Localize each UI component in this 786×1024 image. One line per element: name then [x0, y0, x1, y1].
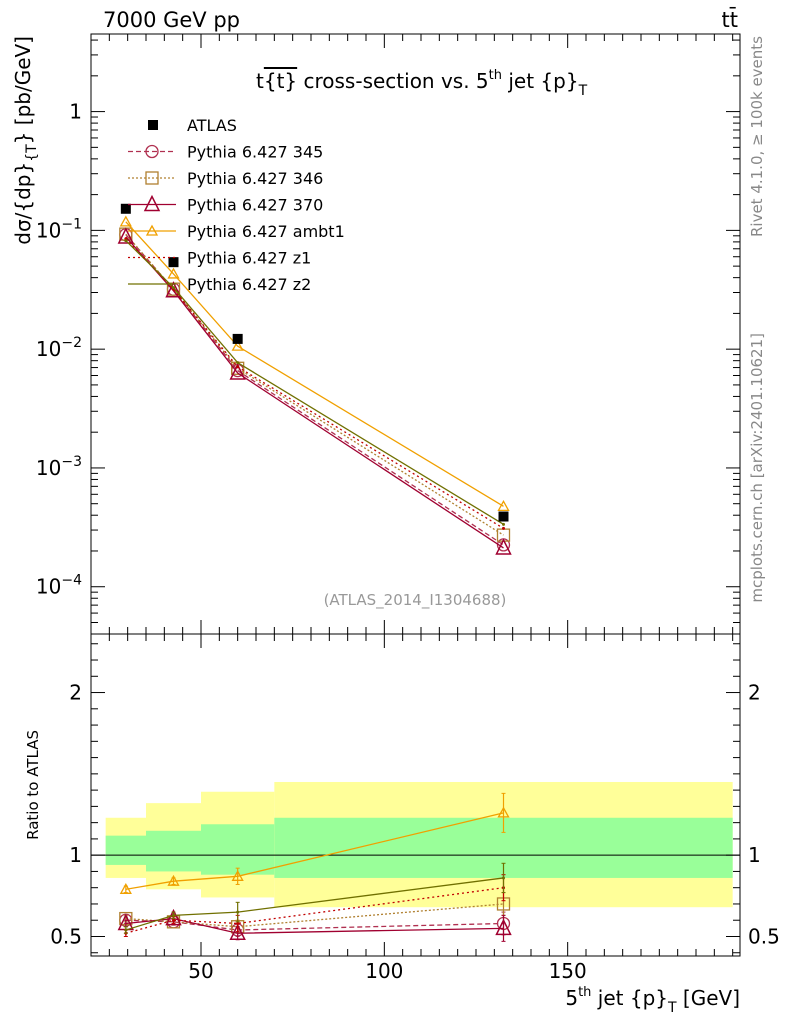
ratio-ylabel: Ratio to ATLAS	[24, 730, 42, 840]
main-ylabel: dσ/{dp}{T} [pb/GeV]	[11, 36, 40, 245]
marker-triangle-small	[497, 806, 510, 818]
main-series	[117, 215, 512, 555]
ratio-ytick-label-right: 1	[748, 843, 761, 867]
marker-dot	[172, 913, 175, 917]
marker-triangle-small	[497, 500, 510, 511]
main-axis-ticks	[90, 34, 740, 635]
legend-label-p345: Pythia 6.427 345	[187, 143, 323, 162]
series-line-ambt1	[125, 221, 504, 507]
ratio-line-ambt1	[125, 812, 504, 890]
legend: ATLAS Pythia 6.427 345 Pythia 6.427 346 Pyt…	[128, 116, 345, 294]
marker-dot	[172, 286, 175, 290]
series-line-z2	[125, 240, 504, 525]
legend-label-ambt1: Pythia 6.427 ambt1	[187, 222, 345, 241]
ratio-line-p345	[125, 919, 504, 931]
atlas-data-point	[168, 257, 179, 268]
ratio-ytick-label-right: 2	[748, 681, 761, 705]
marker-triangle	[165, 281, 182, 298]
marker-triangle	[143, 194, 161, 212]
atlas-data-point	[232, 333, 243, 344]
ratio-ytick-label: 0.5	[50, 924, 82, 948]
marker-triangle-small	[231, 869, 244, 881]
series-line-p345	[125, 234, 504, 546]
main-ytick-label: 1	[69, 100, 82, 124]
ratio-xtick-label: 100	[365, 959, 403, 983]
marker-triangle-small	[119, 215, 132, 227]
ratio-xtick-labels: 50 100 150	[188, 959, 586, 983]
marker-dot	[236, 361, 240, 365]
ratio-line-z2	[125, 877, 504, 931]
ratio-line-p346	[125, 903, 504, 928]
main-ytick-label: 10−3	[36, 454, 82, 480]
legend-label-z1: Pythia 6.427 z1	[187, 249, 311, 268]
chart-title: t{t} cross-section vs. 5th jet {p}T	[256, 68, 588, 99]
x-axis-label: 5th jet {p}T [GeV]	[565, 985, 740, 1016]
band-inner	[201, 824, 275, 875]
series-line-p346	[125, 233, 504, 536]
marker-triangle-small	[119, 882, 132, 894]
marker-dot	[236, 365, 240, 369]
ratio-panel: 2 2 1 1 0.5 0.5 50 100 150 Ratio to ATLAS 5th j…	[24, 633, 780, 1016]
marker-dot	[124, 239, 128, 243]
marker-triangle-small	[231, 339, 244, 351]
marker-dot	[502, 522, 505, 526]
marker-square	[145, 171, 159, 185]
analysis-label: (ATLAS_2014_I1304688)	[324, 591, 507, 610]
main-ytick-label: 10−1	[36, 216, 82, 242]
ratio-line-z1	[125, 887, 504, 934]
legend-label-atlas: ATLAS	[187, 116, 237, 135]
marker-triangle	[229, 363, 246, 380]
marker-dot	[124, 928, 128, 932]
marker-dot	[172, 918, 175, 922]
marker-triangle-small	[145, 224, 159, 236]
marker-dot	[236, 921, 240, 925]
marker-triangle	[495, 538, 512, 555]
ratio-series	[117, 792, 512, 942]
ratio-xtick-label: 50	[188, 959, 213, 983]
marker-triangle-small	[167, 267, 180, 279]
ratio-frame	[90, 633, 741, 957]
legend-marker-atlas	[148, 120, 158, 130]
marker-triangle	[117, 227, 135, 244]
ratio-ytick-label: 1	[69, 843, 82, 867]
band-inner	[146, 830, 201, 872]
rivet-label: Rivet 4.1.0, ≥ 100k events	[748, 36, 766, 237]
marker-triangle-small	[167, 874, 180, 886]
band-inner	[105, 835, 146, 865]
main-ytick-label: 10−4	[36, 573, 82, 599]
process-label: tt̄	[722, 7, 738, 32]
marker-circle	[145, 144, 159, 159]
ratio-axis-ticks	[90, 634, 740, 956]
marker-dot	[502, 526, 505, 530]
ratio-ytick-label: 2	[69, 681, 82, 705]
marker-triangle	[165, 908, 182, 926]
legend-label-p370: Pythia 6.427 370	[187, 196, 323, 215]
ratio-xtick-label: 150	[549, 959, 587, 983]
atlas-data-point	[120, 203, 131, 214]
marker-triangle	[495, 918, 512, 936]
series-line-z1	[125, 238, 504, 529]
mcplots-label: mcplots.cern.ch [arXiv:2401.10621]	[748, 333, 766, 603]
energy-label: 7000 GeV pp	[103, 8, 240, 32]
marker-dot	[236, 910, 240, 914]
main-ytick-label: 10−2	[36, 335, 82, 361]
main-panel: 1 10−1 10−2 10−3 10−4 t{t} cross-section vs.…	[11, 33, 741, 635]
marker-dot	[502, 876, 505, 880]
legend-label-z2: Pythia 6.427 z2	[187, 275, 311, 294]
main-data-points	[120, 203, 509, 522]
ratio-line-p370	[125, 917, 504, 934]
atlas-data-point	[498, 511, 509, 522]
ratio-ytick-labels: 2 2 1 1 0.5 0.5	[50, 681, 780, 949]
legend-label-p346: Pythia 6.427 346	[187, 169, 323, 188]
ratio-ytick-label-right: 0.5	[748, 924, 780, 948]
main-ytick-labels: 1 10−1 10−2 10−3 10−4	[36, 100, 82, 599]
marker-triangle	[229, 923, 246, 940]
